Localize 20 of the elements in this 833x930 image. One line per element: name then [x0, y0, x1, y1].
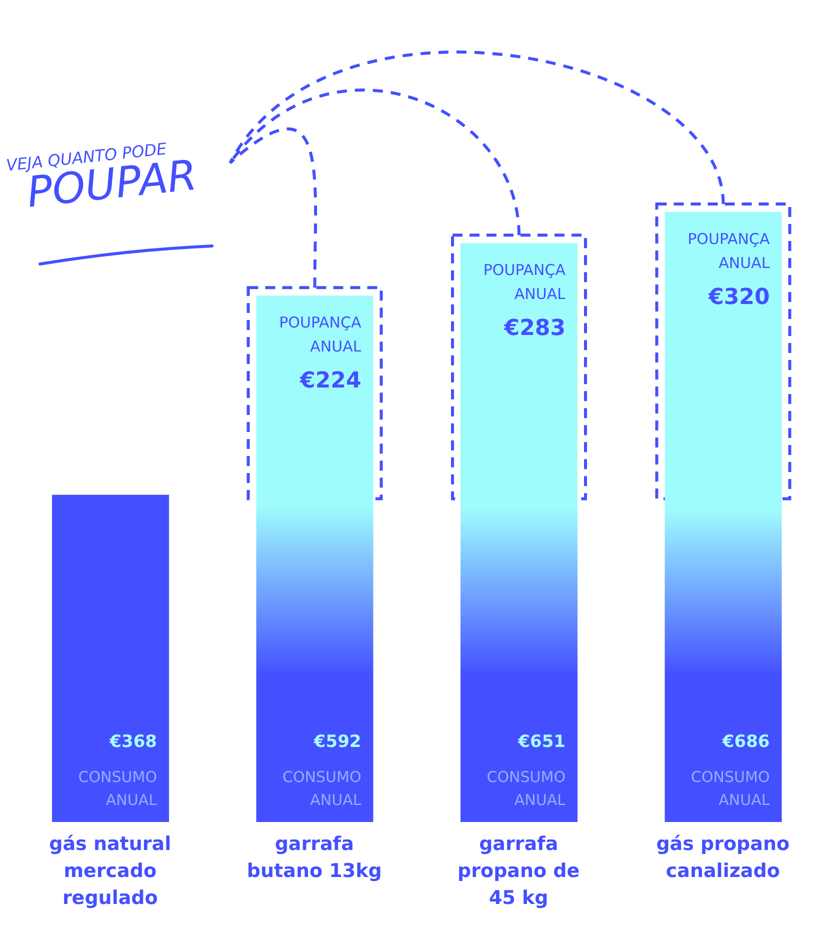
- annotation: CONSUMO ANUAL: [486, 768, 566, 809]
- data-label: €368: [108, 732, 157, 752]
- bar: [52, 494, 169, 822]
- bar: [256, 296, 374, 822]
- annotation: CONSUMO ANUAL: [78, 768, 158, 809]
- data-label: €651: [517, 732, 566, 752]
- annotation: POUPANÇA ANUAL €320: [688, 230, 770, 310]
- bar: [460, 243, 578, 822]
- data-label: €686: [721, 732, 770, 752]
- bar: [664, 212, 782, 822]
- annotation: POUPANÇA ANUAL €224: [279, 314, 362, 394]
- annotation: POUPANÇA ANUAL €283: [483, 261, 566, 342]
- x-tick-label: gás natural mercado regulado: [49, 833, 172, 909]
- data-label: €592: [312, 732, 362, 752]
- annotation: CONSUMO ANUAL: [282, 768, 362, 809]
- chart-title: VEJA QUANTO PODE POUPAR: [5, 138, 200, 217]
- x-tick-label: garrafa propano de 45 kg: [458, 833, 580, 909]
- x-tick-label: gás propano canalizado: [656, 833, 790, 882]
- x-tick-label: garrafa butano 13kg: [246, 833, 382, 882]
- annotation: CONSUMO ANUAL: [691, 768, 770, 809]
